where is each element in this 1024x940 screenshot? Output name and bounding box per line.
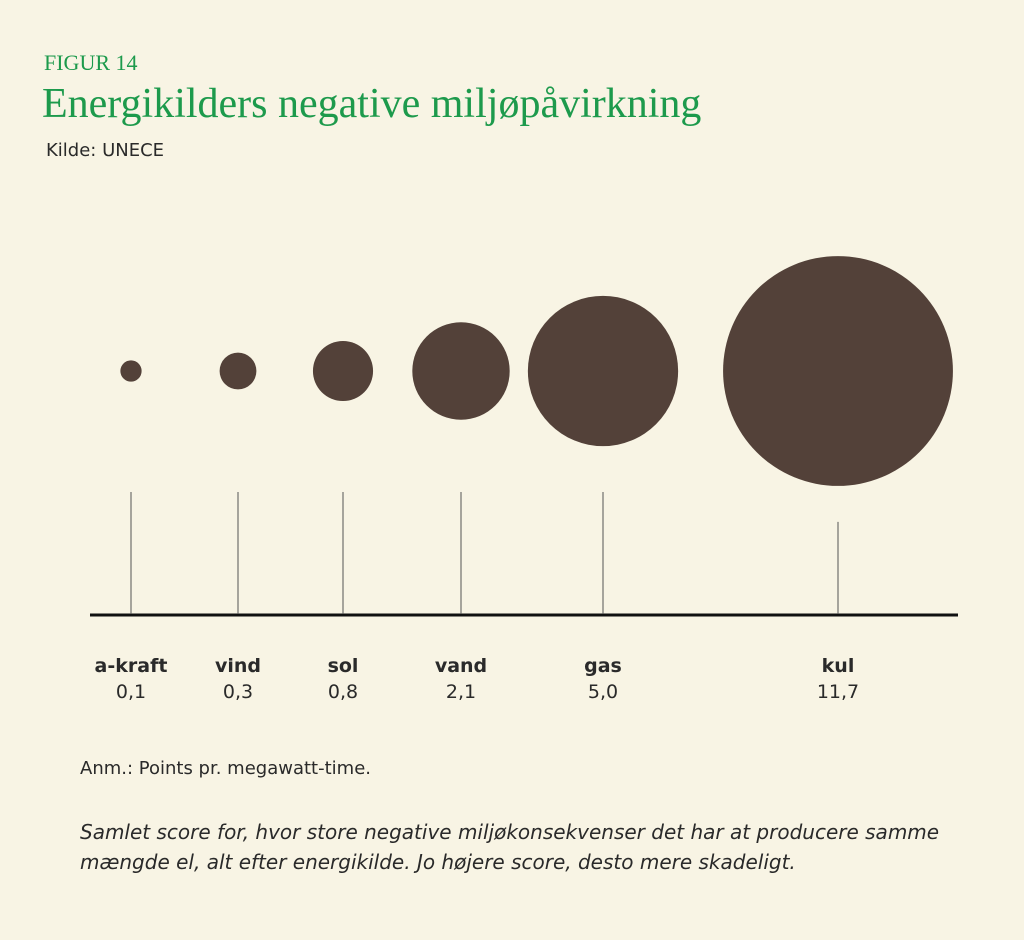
- bubble: [219, 352, 257, 390]
- value-label: 0,3: [223, 681, 253, 703]
- bubble: [723, 256, 953, 486]
- bubble: [527, 295, 679, 447]
- chart-title: Energikilders negative miljøpåvirkning: [42, 81, 701, 127]
- value-label: 0,1: [116, 681, 146, 703]
- category-label: gas: [584, 655, 622, 677]
- bubble: [120, 360, 142, 382]
- category-label: sol: [328, 655, 359, 677]
- description: mængde el, alt efter energikilde. Jo høj…: [80, 850, 796, 874]
- figure-label: FIGUR 14: [44, 50, 138, 75]
- source: Kilde: UNECE: [46, 140, 164, 161]
- value-label: 5,0: [588, 681, 618, 703]
- category-label: kul: [822, 655, 855, 677]
- value-label: 0,8: [328, 681, 358, 703]
- bubble: [412, 322, 510, 420]
- bubble: [312, 340, 374, 402]
- description: Samlet score for, hvor store negative mi…: [80, 820, 939, 844]
- value-label: 2,1: [446, 681, 476, 703]
- category-label: a-kraft: [95, 655, 168, 677]
- value-label: 11,7: [817, 681, 859, 703]
- note: Anm.: Points pr. megawatt-time.: [80, 758, 371, 779]
- category-label: vind: [215, 655, 261, 677]
- category-label: vand: [435, 655, 487, 677]
